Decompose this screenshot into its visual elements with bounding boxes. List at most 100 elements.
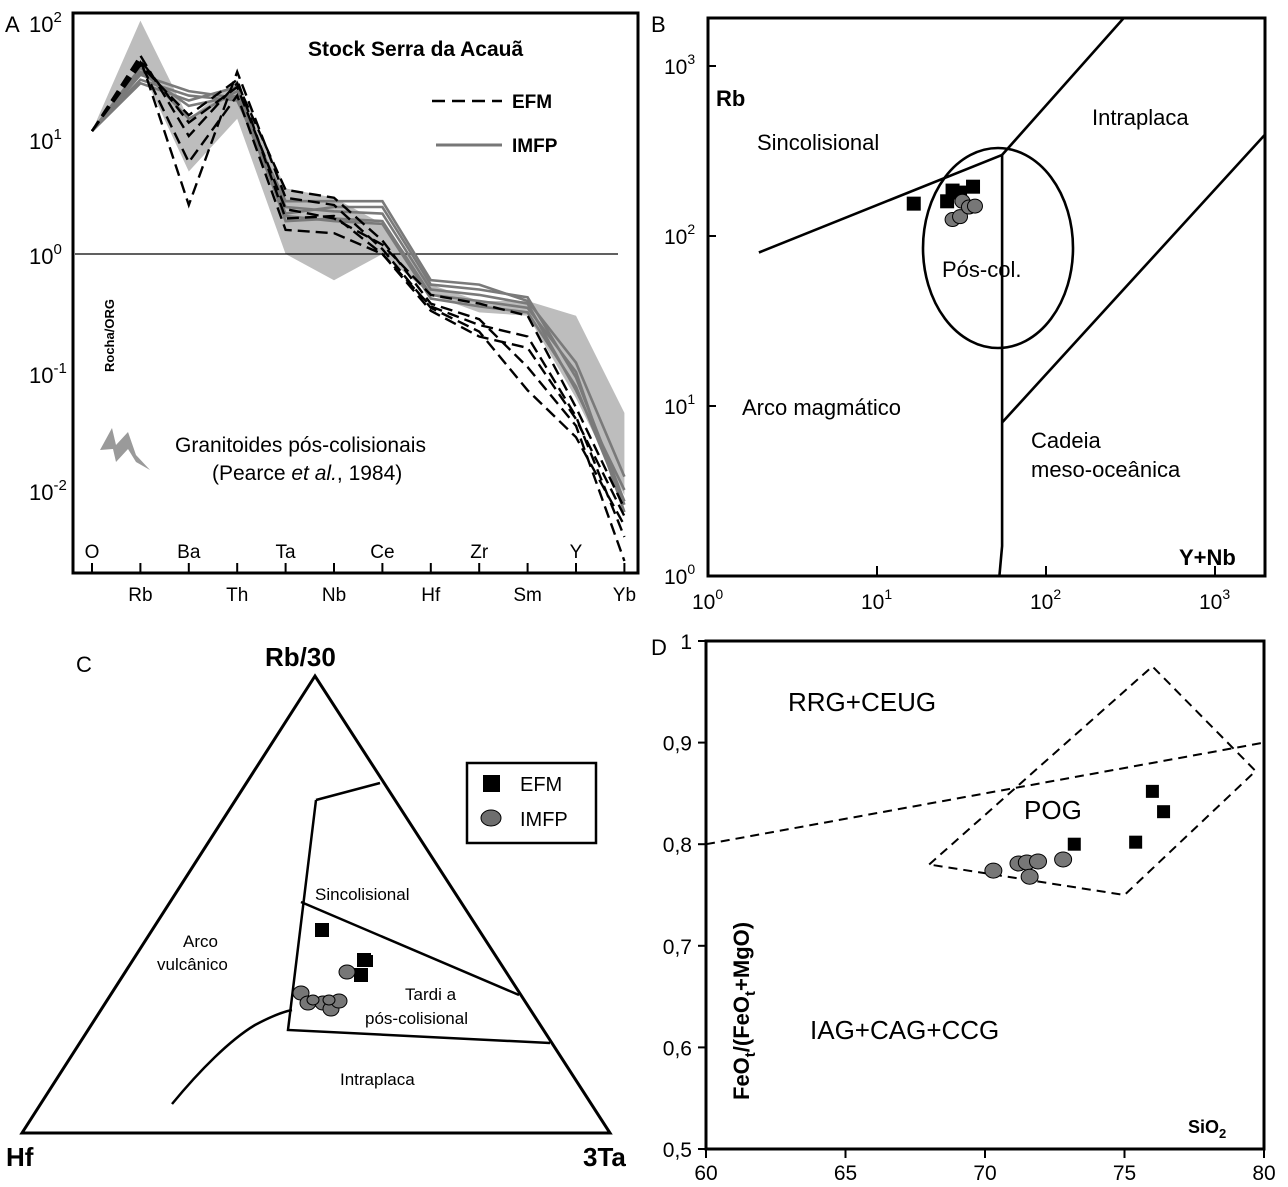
b-point-imfp bbox=[966, 198, 983, 214]
d-point-efm bbox=[1157, 805, 1171, 819]
d-field-iag: IAG+CAG+CCG bbox=[810, 1015, 999, 1045]
c-boundary-top bbox=[315, 781, 381, 802]
a-y-ticks: 102 101 100 10-1 10-2 bbox=[29, 9, 67, 505]
panel-c-letter: C bbox=[76, 652, 92, 677]
a-x-tick-label-bottom: Sm bbox=[513, 585, 542, 606]
d-point-efm bbox=[1145, 784, 1159, 798]
b-x-tick-label: 100 bbox=[692, 586, 723, 614]
b-field-arco: Arco magmático bbox=[742, 395, 901, 420]
a-legend-imfp: IMFP bbox=[512, 136, 558, 157]
d-boundaries-layer bbox=[705, 665, 1265, 897]
c-legend-imfp: IMFP bbox=[520, 809, 568, 831]
b-field-boundary bbox=[998, 154, 1004, 576]
c-apex-left: Hf bbox=[6, 1142, 34, 1172]
a-x-tick-label-bottom: Rb bbox=[128, 585, 152, 606]
d-x-tick-label: 70 bbox=[973, 1162, 996, 1185]
a-x-tick-label-bottom: Nb bbox=[322, 585, 346, 606]
a-x-tick-label-top: Ce bbox=[370, 542, 394, 563]
b-boundaries-layer bbox=[758, 18, 1265, 576]
a-ytick-0.01: 10-2 bbox=[29, 477, 67, 505]
panel-a-letter: A bbox=[5, 12, 20, 37]
c-boundary-sincol bbox=[300, 900, 520, 997]
a-series-efm bbox=[91, 63, 626, 538]
c-boundary-inner bbox=[286, 799, 551, 1045]
b-x-tick-label: 101 bbox=[861, 586, 892, 614]
panel-a: A Stock Serra da Acauã EFM IMFP Granitoi… bbox=[5, 9, 640, 606]
d-ylabel: FeOt/(FeOt+MgO) bbox=[729, 922, 759, 1100]
b-postcol-ellipse bbox=[921, 146, 1075, 350]
c-legend-circle-marker bbox=[480, 809, 502, 827]
b-y-tick-label: 101 bbox=[664, 391, 695, 419]
b-xlabel: Y+Nb bbox=[1179, 545, 1236, 570]
d-field-pog: POG bbox=[1024, 795, 1082, 825]
c-field-arco-1: Arco bbox=[183, 932, 218, 951]
d-y-tick-label: 0,6 bbox=[663, 1037, 692, 1060]
b-ylabel: Rb bbox=[716, 86, 745, 111]
b-field-sincolisional: Sincolisional bbox=[757, 130, 879, 155]
d-point-imfp bbox=[984, 862, 1003, 879]
c-boundary-intraplaca bbox=[171, 1008, 293, 1105]
c-triangle bbox=[19, 673, 613, 1135]
a-x-ticks: O Ba Ta Ce Zr Y Rb Th Nb Hf Sm Yb bbox=[85, 542, 636, 606]
d-y-tick-label: 0,9 bbox=[663, 733, 692, 756]
c-field-tardi-2: pós-colisional bbox=[365, 1009, 468, 1028]
a-series-imfp bbox=[91, 73, 626, 506]
d-x-tick-label: 80 bbox=[1252, 1162, 1275, 1185]
panel-d-letter: D bbox=[651, 635, 667, 660]
a-x-tick-label-top: Zr bbox=[470, 542, 489, 563]
b-field-poscol: Pós-col. bbox=[942, 257, 1021, 282]
d-x-tick-label: 60 bbox=[694, 1162, 717, 1185]
b-field-boundary bbox=[1001, 18, 1126, 156]
d-y-tick-label: 1 bbox=[680, 631, 692, 654]
d-divider-line bbox=[705, 741, 1265, 846]
a-series-imfp bbox=[90, 70, 626, 502]
b-y-tick-label: 103 bbox=[664, 51, 695, 79]
a-field-label-2: (Pearce et al., 1984) bbox=[212, 462, 402, 485]
a-x-tick-label-top: Ba bbox=[177, 542, 201, 563]
c-efm-point bbox=[354, 968, 368, 982]
d-pog-field bbox=[928, 665, 1258, 897]
c-field-arco-2: vulcânico bbox=[157, 955, 228, 974]
b-y-tick-label: 102 bbox=[664, 221, 695, 249]
b-point-efm bbox=[940, 194, 955, 209]
panel-c: C Rb/30 Hf 3Ta Sincolisional Arco vulcân… bbox=[6, 642, 626, 1172]
d-point-efm bbox=[1067, 837, 1081, 851]
panel-b-frame bbox=[706, 16, 1267, 578]
a-series-efm bbox=[91, 58, 626, 509]
c-efm-point bbox=[361, 955, 373, 967]
d-y-tick-label: 0,8 bbox=[663, 834, 692, 857]
a-x-tick-label-top: Ta bbox=[276, 542, 297, 563]
a-ytick-100: 102 bbox=[29, 9, 62, 37]
b-point-imfp bbox=[952, 209, 969, 225]
panel-a-frame bbox=[71, 11, 640, 575]
a-legend-field-swatch bbox=[100, 428, 150, 470]
panel-d-frame bbox=[704, 639, 1266, 1151]
d-points-layer bbox=[984, 784, 1171, 885]
a-x-tick-label-bottom: Yb bbox=[613, 585, 636, 606]
a-series-efm bbox=[91, 60, 626, 517]
c-points bbox=[292, 923, 373, 1017]
a-legend-efm: EFM bbox=[512, 92, 552, 113]
b-field-boundary bbox=[1001, 132, 1265, 424]
d-x-tick-label: 65 bbox=[834, 1162, 857, 1185]
b-x-tick-label: 103 bbox=[1199, 586, 1230, 614]
c-imfp-point bbox=[322, 994, 336, 1006]
c-field-tardi-1: Tardi a bbox=[405, 985, 457, 1004]
d-point-imfp bbox=[1029, 853, 1048, 870]
b-field-cadeia-2: meso-oceânica bbox=[1031, 457, 1181, 482]
b-point-efm bbox=[906, 196, 921, 211]
c-apex-top: Rb/30 bbox=[265, 642, 336, 672]
b-field-intraplaca: Intraplaca bbox=[1092, 105, 1189, 130]
d-y-tick-label: 0,7 bbox=[663, 936, 692, 959]
a-shaded-field-layer bbox=[92, 20, 625, 496]
a-x-tick-label-bottom: Th bbox=[226, 585, 248, 606]
d-point-efm bbox=[1129, 835, 1143, 849]
c-legend-efm: EFM bbox=[520, 774, 562, 796]
c-legend-square-marker bbox=[483, 775, 500, 792]
panel-d: D 0,5 0,6 0,7 0,8 0,9 1 60 65 70 75 80 RRG+CEUG PO… bbox=[651, 631, 1276, 1185]
d-y-tick-label: 0,5 bbox=[663, 1139, 692, 1162]
a-shaded-field bbox=[92, 20, 625, 496]
